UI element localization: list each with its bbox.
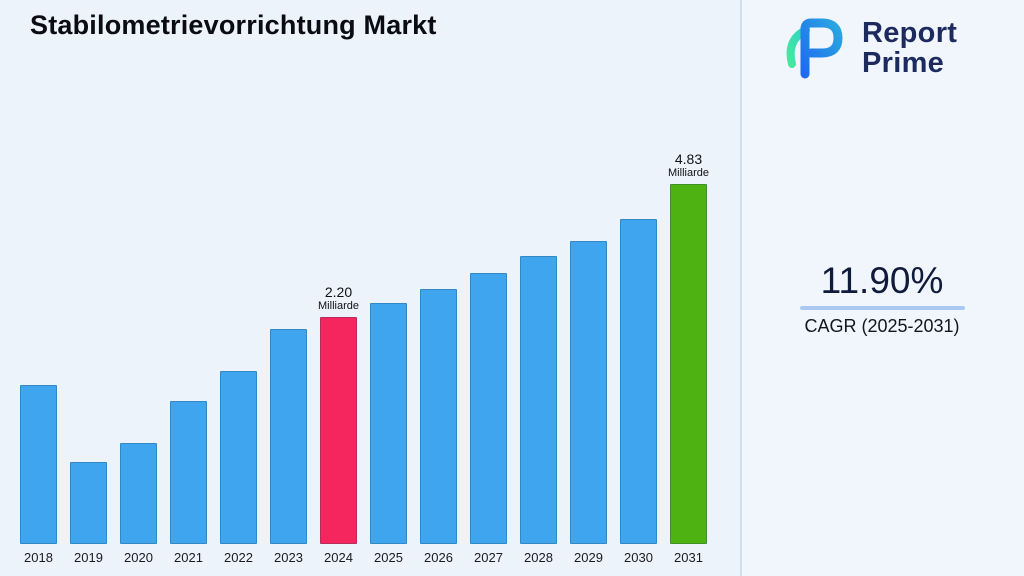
bar-2027 bbox=[470, 273, 507, 544]
bar-year-label-2018: 2018 bbox=[24, 550, 53, 565]
bar-group-2023: 2023 bbox=[270, 329, 307, 566]
right-panel bbox=[742, 0, 1024, 576]
bar-value-unit: Milliarde bbox=[318, 300, 359, 312]
bar-2030 bbox=[620, 219, 657, 544]
bar-2021 bbox=[170, 401, 207, 544]
bar-value-label-2031: 4.83 Milliarde bbox=[668, 151, 709, 179]
bar-2029 bbox=[570, 241, 607, 544]
bar-year-label-2026: 2026 bbox=[424, 550, 453, 565]
bar-year-label-2025: 2025 bbox=[374, 550, 403, 565]
bar-2022 bbox=[220, 371, 257, 544]
brand-name-line1: Report bbox=[862, 16, 958, 49]
bar-value-label-2024: 2.20 Milliarde bbox=[318, 284, 359, 312]
bar-2023 bbox=[270, 329, 307, 544]
cagr-label: CAGR (2025-2031) bbox=[804, 316, 960, 336]
bar-group-2019: 2019 bbox=[70, 462, 107, 566]
bar-2028 bbox=[520, 256, 557, 544]
bar-year-label-2022: 2022 bbox=[224, 550, 253, 565]
brand-name-line2: Prime bbox=[862, 47, 945, 79]
bar-year-label-2021: 2021 bbox=[174, 550, 203, 565]
bar-year-label-2019: 2019 bbox=[74, 550, 103, 565]
bar-value-unit: Milliarde bbox=[668, 167, 709, 179]
bar-year-label-2030: 2030 bbox=[624, 550, 653, 565]
bar-2025 bbox=[370, 303, 407, 544]
bar-group-2031: 4.83 Milliarde 2031 bbox=[668, 151, 709, 566]
bar-year-label-2023: 2023 bbox=[274, 550, 303, 565]
bar-year-label-2024: 2024 bbox=[324, 550, 353, 565]
cagr-value: 11.90% bbox=[820, 260, 944, 301]
bar-group-2030: 2030 bbox=[620, 219, 657, 566]
bar-value-number: 4.83 bbox=[674, 151, 703, 167]
brand-logo: Report Prime bbox=[778, 12, 957, 84]
bar-year-label-2028: 2028 bbox=[524, 550, 553, 565]
bar-2019 bbox=[70, 462, 107, 544]
bar-2020 bbox=[120, 443, 157, 544]
bar-group-2018: 2018 bbox=[20, 385, 57, 566]
bar-value-number: 2.20 bbox=[324, 284, 353, 300]
vertical-divider bbox=[740, 0, 742, 576]
brand-name: Report Prime bbox=[862, 16, 958, 79]
bar-year-label-2031: 2031 bbox=[674, 550, 703, 565]
bar-2031 bbox=[670, 184, 707, 544]
bar-2026 bbox=[420, 289, 457, 544]
bar-group-2021: 2021 bbox=[170, 401, 207, 566]
bar-year-label-2027: 2027 bbox=[474, 550, 503, 565]
bar-year-label-2029: 2029 bbox=[574, 550, 603, 565]
page-title: Stabilometrievorrichtung Markt bbox=[30, 10, 437, 40]
bar-group-2024: 2.20 Milliarde 2024 bbox=[318, 284, 359, 566]
bar-group-2022: 2022 bbox=[220, 371, 257, 566]
bar-group-2025: 2025 bbox=[370, 303, 407, 566]
cagr-underline bbox=[800, 306, 965, 310]
brand-mark-icon bbox=[786, 18, 843, 79]
bar-group-2029: 2029 bbox=[570, 241, 607, 566]
bar-year-label-2020: 2020 bbox=[124, 550, 153, 565]
bar-2024 bbox=[320, 317, 357, 544]
bar-2018 bbox=[20, 385, 57, 544]
bar-group-2020: 2020 bbox=[120, 443, 157, 566]
bar-group-2026: 2026 bbox=[420, 289, 457, 566]
bar-chart: 2018 2019 2020 2021 2022 2023 2.20 Milliarde 202… bbox=[20, 151, 709, 566]
bar-group-2028: 2028 bbox=[520, 256, 557, 566]
bar-group-2027: 2027 bbox=[470, 273, 507, 566]
